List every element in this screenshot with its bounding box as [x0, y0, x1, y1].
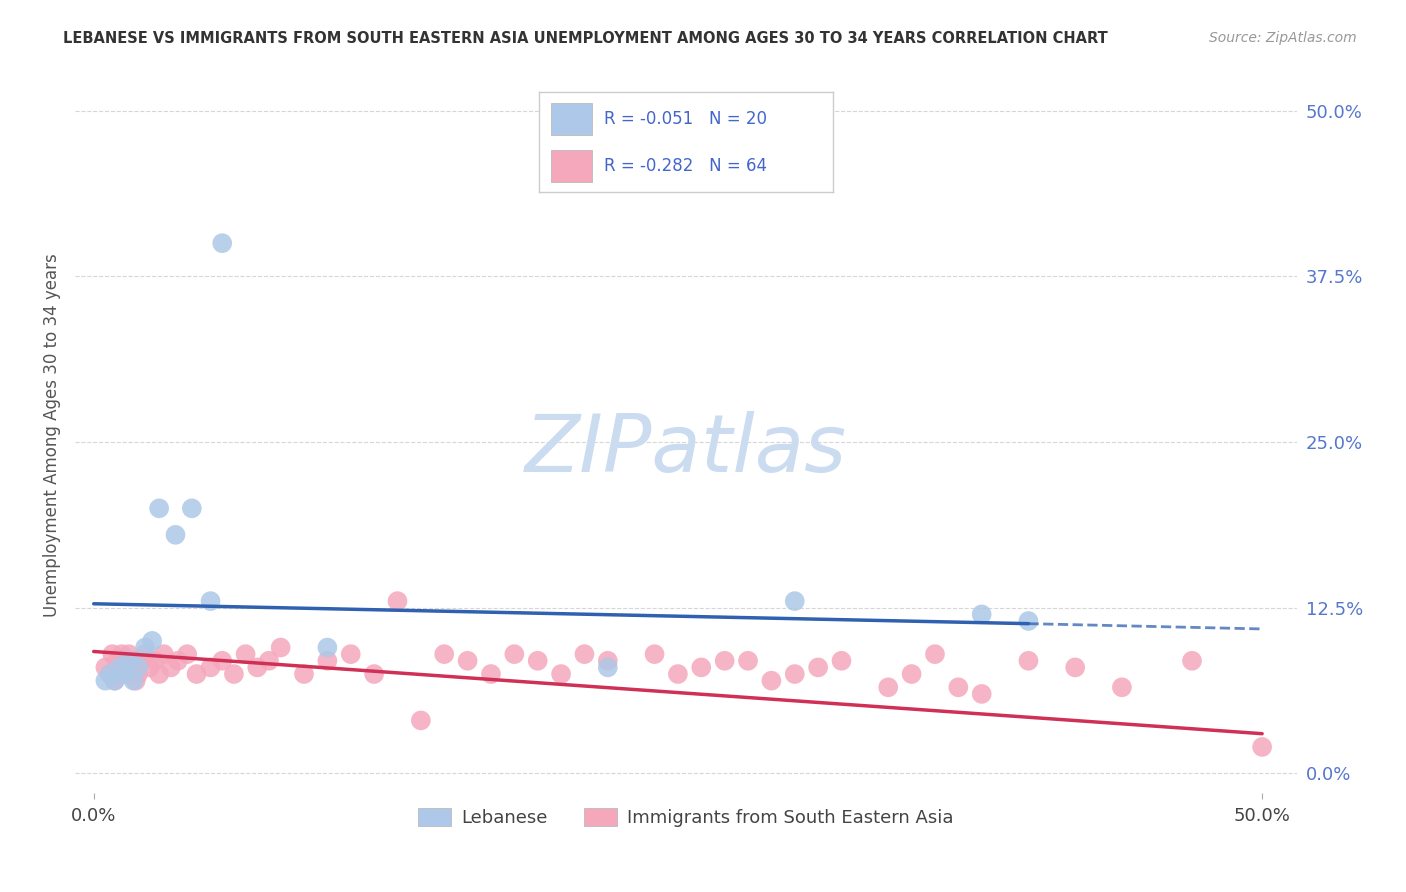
Point — [948, 681, 970, 695]
Point — [257, 654, 280, 668]
Point — [148, 667, 170, 681]
Point — [211, 654, 233, 668]
Point — [129, 654, 152, 668]
Point — [98, 667, 121, 681]
Point — [127, 667, 149, 681]
Point — [98, 667, 121, 681]
Point — [122, 654, 145, 668]
Point — [222, 667, 245, 681]
Point — [970, 687, 993, 701]
Point — [1017, 614, 1039, 628]
Point — [316, 640, 339, 655]
Point — [783, 667, 806, 681]
Point — [574, 647, 596, 661]
Point — [292, 667, 315, 681]
Point — [877, 681, 900, 695]
Point — [118, 654, 141, 668]
Point — [165, 528, 187, 542]
Text: Source: ZipAtlas.com: Source: ZipAtlas.com — [1209, 31, 1357, 45]
Point — [737, 654, 759, 668]
Point — [105, 654, 128, 668]
Point — [479, 667, 502, 681]
Point — [180, 501, 202, 516]
Point — [1251, 739, 1274, 754]
Point — [363, 667, 385, 681]
Point — [104, 673, 127, 688]
Point — [1064, 660, 1087, 674]
Point — [200, 594, 222, 608]
Point — [596, 654, 619, 668]
Point — [176, 647, 198, 661]
Point — [120, 660, 142, 674]
Point — [900, 667, 922, 681]
Point — [141, 633, 163, 648]
Point — [104, 673, 127, 688]
Point — [134, 647, 156, 661]
Point — [1111, 681, 1133, 695]
Point — [115, 654, 138, 668]
Point — [807, 660, 830, 674]
Point — [166, 654, 188, 668]
Point — [108, 660, 131, 674]
Point — [143, 654, 166, 668]
Text: ZIPatlas: ZIPatlas — [524, 410, 848, 489]
Point — [153, 647, 176, 661]
Point — [409, 714, 432, 728]
Point — [316, 654, 339, 668]
Point — [112, 660, 135, 674]
Point — [433, 647, 456, 661]
Y-axis label: Unemployment Among Ages 30 to 34 years: Unemployment Among Ages 30 to 34 years — [44, 253, 60, 617]
Point — [387, 594, 409, 608]
Point — [1181, 654, 1204, 668]
Point — [550, 667, 572, 681]
Point — [690, 660, 713, 674]
Point — [127, 660, 149, 674]
Point — [122, 673, 145, 688]
Point — [761, 673, 783, 688]
Point — [148, 501, 170, 516]
Point — [1017, 654, 1039, 668]
Point — [246, 660, 269, 674]
Point — [596, 660, 619, 674]
Point — [783, 594, 806, 608]
Point — [134, 640, 156, 655]
Point — [235, 647, 257, 661]
Point — [186, 667, 208, 681]
Point — [125, 673, 148, 688]
Point — [94, 673, 117, 688]
Point — [503, 647, 526, 661]
Point — [526, 654, 548, 668]
Point — [139, 660, 162, 674]
Point — [270, 640, 292, 655]
Point — [713, 654, 735, 668]
Point — [924, 647, 946, 661]
Point — [970, 607, 993, 622]
Legend: Lebanese, Immigrants from South Eastern Asia: Lebanese, Immigrants from South Eastern … — [411, 801, 962, 834]
Point — [200, 660, 222, 674]
Point — [830, 654, 852, 668]
Point — [339, 647, 361, 661]
Point — [108, 667, 131, 681]
Point — [112, 667, 135, 681]
Point — [644, 647, 666, 661]
Point — [457, 654, 479, 668]
Point — [94, 660, 117, 674]
Point — [101, 647, 124, 661]
Point — [159, 660, 181, 674]
Point — [118, 647, 141, 661]
Point — [111, 647, 134, 661]
Point — [211, 236, 233, 251]
Point — [666, 667, 689, 681]
Text: LEBANESE VS IMMIGRANTS FROM SOUTH EASTERN ASIA UNEMPLOYMENT AMONG AGES 30 TO 34 : LEBANESE VS IMMIGRANTS FROM SOUTH EASTER… — [63, 31, 1108, 46]
